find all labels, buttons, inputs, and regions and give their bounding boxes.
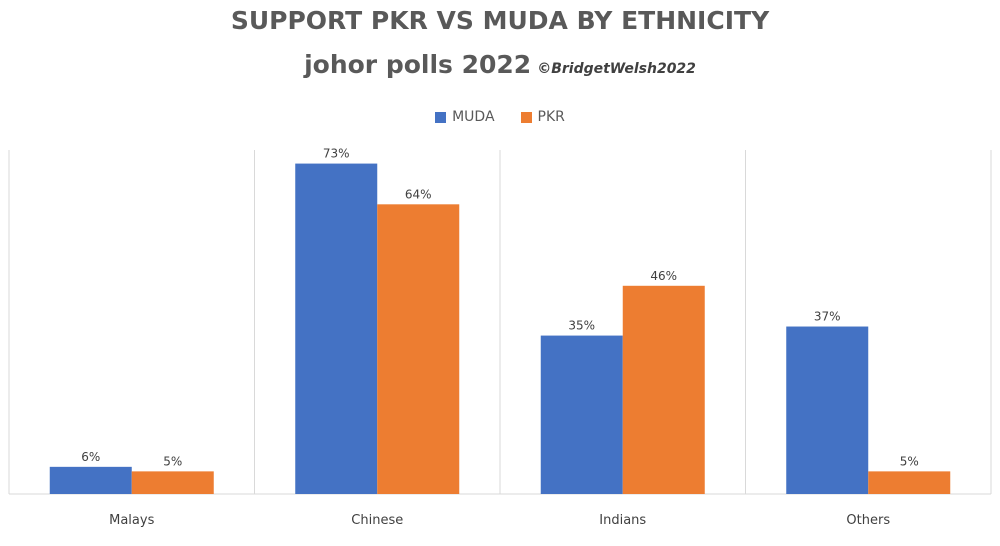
data-label-muda-chinese: 73% bbox=[323, 147, 350, 161]
legend-label-pkr: PKR bbox=[537, 109, 565, 125]
legend: MUDA PKR bbox=[0, 109, 1000, 125]
data-label-pkr-indians: 46% bbox=[650, 269, 677, 283]
x-tick-label-chinese: Chinese bbox=[351, 513, 403, 528]
bar-pkr-others bbox=[868, 471, 951, 494]
bar-pkr-chinese bbox=[377, 204, 460, 494]
data-label-muda-indians: 35% bbox=[568, 319, 595, 333]
x-tick-label-others: Others bbox=[846, 513, 890, 528]
chart-subtitle-line: johor polls 2022 ©BridgetWelsh2022 bbox=[0, 50, 1000, 79]
data-label-pkr-others: 5% bbox=[900, 454, 919, 468]
bar-muda-indians bbox=[540, 335, 623, 494]
bar-muda-malays bbox=[49, 466, 132, 494]
bar-pkr-malays bbox=[131, 471, 214, 494]
legend-label-muda: MUDA bbox=[452, 109, 495, 125]
chart-title: SUPPORT PKR VS MUDA BY ETHNICITY bbox=[230, 6, 770, 35]
bar-muda-others bbox=[786, 326, 869, 494]
legend-swatch-muda bbox=[435, 111, 447, 123]
chart-subtitle: johor polls 2022 bbox=[304, 50, 532, 79]
bar-pkr-indians bbox=[622, 285, 705, 494]
data-label-pkr-chinese: 64% bbox=[405, 187, 432, 201]
chart-credit: ©BridgetWelsh2022 bbox=[537, 61, 696, 77]
x-tick-label-indians: Indians bbox=[599, 513, 646, 528]
bar-muda-chinese bbox=[295, 163, 378, 494]
data-label-muda-others: 37% bbox=[814, 310, 841, 324]
data-label-muda-malays: 6% bbox=[81, 450, 100, 464]
legend-item-pkr: PKR bbox=[520, 109, 565, 125]
data-label-pkr-malays: 5% bbox=[163, 454, 182, 468]
legend-item-muda: MUDA bbox=[435, 109, 495, 125]
x-tick-label-malays: Malays bbox=[109, 513, 154, 528]
legend-swatch-pkr bbox=[520, 111, 532, 123]
